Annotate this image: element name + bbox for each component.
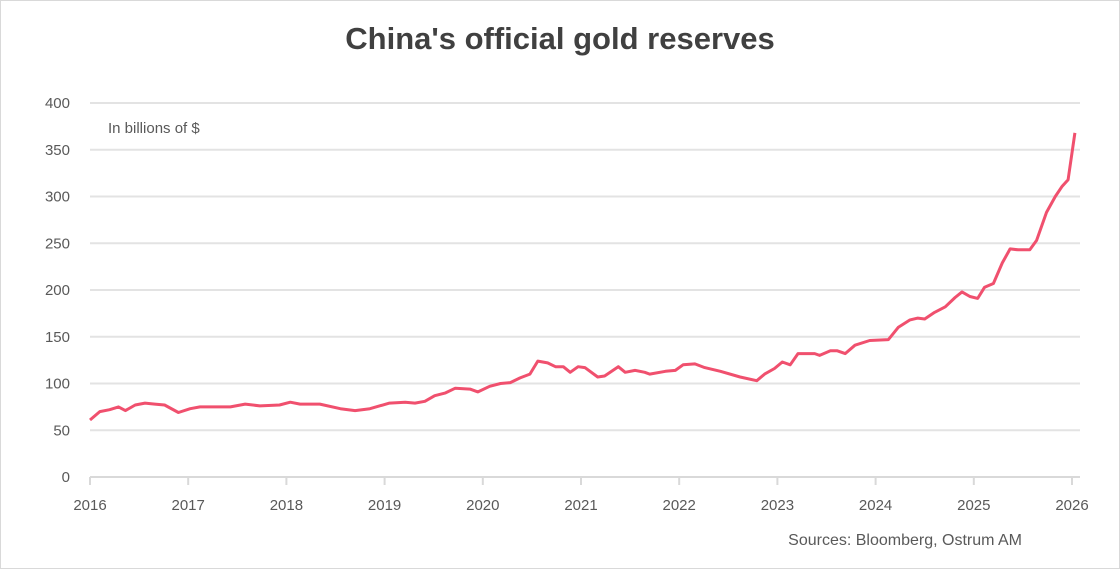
x-tick-label: 2026 [1055,497,1088,514]
y-tick-label: 200 [45,282,70,299]
x-tick-label: 2018 [270,497,303,514]
y-axis: 0 50 100 150 200 250 300 350 400 [45,95,70,486]
x-tick-label: 2019 [368,497,401,514]
x-tick-label: 2023 [761,497,794,514]
y-tick-label: 100 [45,376,70,393]
x-tick-label: 2020 [466,497,499,514]
gridlines [90,102,1080,432]
y-tick-label: 250 [45,235,70,252]
x-tick-label: 2016 [73,497,106,514]
x-tick-label: 2022 [663,497,696,514]
y-tick-label: 0 [62,469,70,486]
series-line [89,132,1077,422]
y-tick-label: 400 [45,95,70,112]
y-tick-label: 150 [45,329,70,346]
x-tick-label: 2021 [564,497,597,514]
y-tick-label: 50 [53,422,70,439]
chart-title: China's official gold reserves [345,21,774,56]
annotation-units: In billions of $ [108,120,200,137]
x-tick-label: 2025 [957,497,990,514]
source-note: Sources: Bloomberg, Ostrum AM [788,532,1022,549]
y-tick-label: 300 [45,189,70,206]
x-tick-label: 2017 [172,497,205,514]
y-tick-label: 350 [45,142,70,159]
x-axis: 2016 2017 2018 2019 2020 2021 2022 2023 2024 2025… [73,476,1089,514]
x-tick-label: 2024 [859,497,892,514]
